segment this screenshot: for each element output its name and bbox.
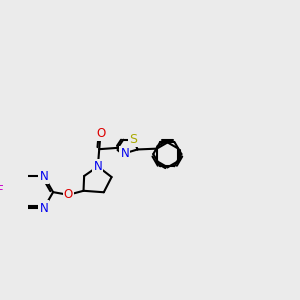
Text: O: O — [96, 127, 105, 140]
Text: N: N — [40, 202, 48, 214]
Text: S: S — [130, 133, 137, 146]
Text: N: N — [40, 170, 48, 183]
Text: N: N — [121, 147, 129, 160]
Text: N: N — [94, 160, 102, 173]
Text: O: O — [64, 188, 73, 201]
Text: F: F — [0, 184, 3, 197]
